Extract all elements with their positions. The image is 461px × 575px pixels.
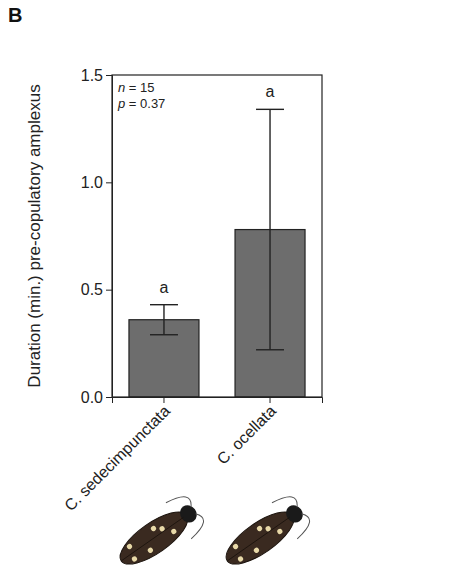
annotation: p = 0.37 [117,96,165,111]
beetle-spot [265,525,272,532]
beetle-spot [158,525,165,532]
x-tick: C. ocellata [214,397,280,468]
beetle-spot [147,547,154,554]
beetle-suture [121,517,183,561]
plot-frame [112,75,322,397]
plot: 0.0 0.5 1.0 1.5 C. sedecimpunctata C. ocellat… [61,67,322,514]
y-tick-label: 0.5 [81,281,103,298]
x-tick-mark [163,397,164,403]
beetle-spot [256,525,263,532]
beetle-spot [253,547,260,554]
y-tick: 1.0 [81,174,112,191]
y-tick: 1.5 [81,67,112,84]
x-tick-mark [270,397,271,403]
significance-label: a [266,83,275,100]
y-tick-mark [106,182,112,183]
beetle-spot [232,543,239,550]
error-bar [256,109,284,349]
beetle-icon [109,490,209,575]
y-axis-title: Duration (min.) pre-copulatory amplexus [25,84,44,387]
y-tick-mark [106,75,112,76]
y-tick: 0.5 [81,281,112,298]
beetle-spot [126,543,133,550]
y-tick-label: 0.0 [81,389,103,406]
y-axis: 0.0 0.5 1.0 1.5 [81,67,113,406]
error-bar [150,305,178,335]
y-tick: 0.0 [81,389,112,406]
significance-label: a [160,279,169,296]
beetle-spot [150,525,157,532]
beetle-suture [227,517,289,561]
panel-label: B [8,4,22,26]
beetle-spot [170,528,177,535]
x-tick-label: C. sedecimpunctata [61,402,173,514]
error-stem [163,305,164,335]
x-axis-line [113,398,323,404]
annotation: n = 15 [118,80,155,95]
error-cap [150,334,178,335]
marks [129,109,305,397]
beetle-spot [237,555,244,562]
beetle-icon [215,490,315,575]
y-tick-mark [106,290,112,291]
chart: 0.0 0.5 1.0 1.5 C. sedecimpunctata C. ocellat… [0,0,461,575]
y-tick-label: 1.5 [81,67,103,84]
x-tick-label: C. ocellata [214,402,280,468]
beetle-antennae [166,490,209,538]
y-tick-label: 1.0 [81,174,103,191]
beetle-spot [276,528,283,535]
beetle-icons [109,490,315,575]
beetle-antennae [272,490,315,538]
beetle-spot [131,555,138,562]
y-tick-mark [106,397,112,398]
error-cap [256,349,284,350]
x-tick: C. sedecimpunctata [61,397,173,514]
error-stem [269,109,270,349]
error-cap [150,304,178,305]
x-axis: C. sedecimpunctata C. ocellata [61,397,322,514]
y-axis-line [106,76,113,398]
error-cap [256,109,284,110]
